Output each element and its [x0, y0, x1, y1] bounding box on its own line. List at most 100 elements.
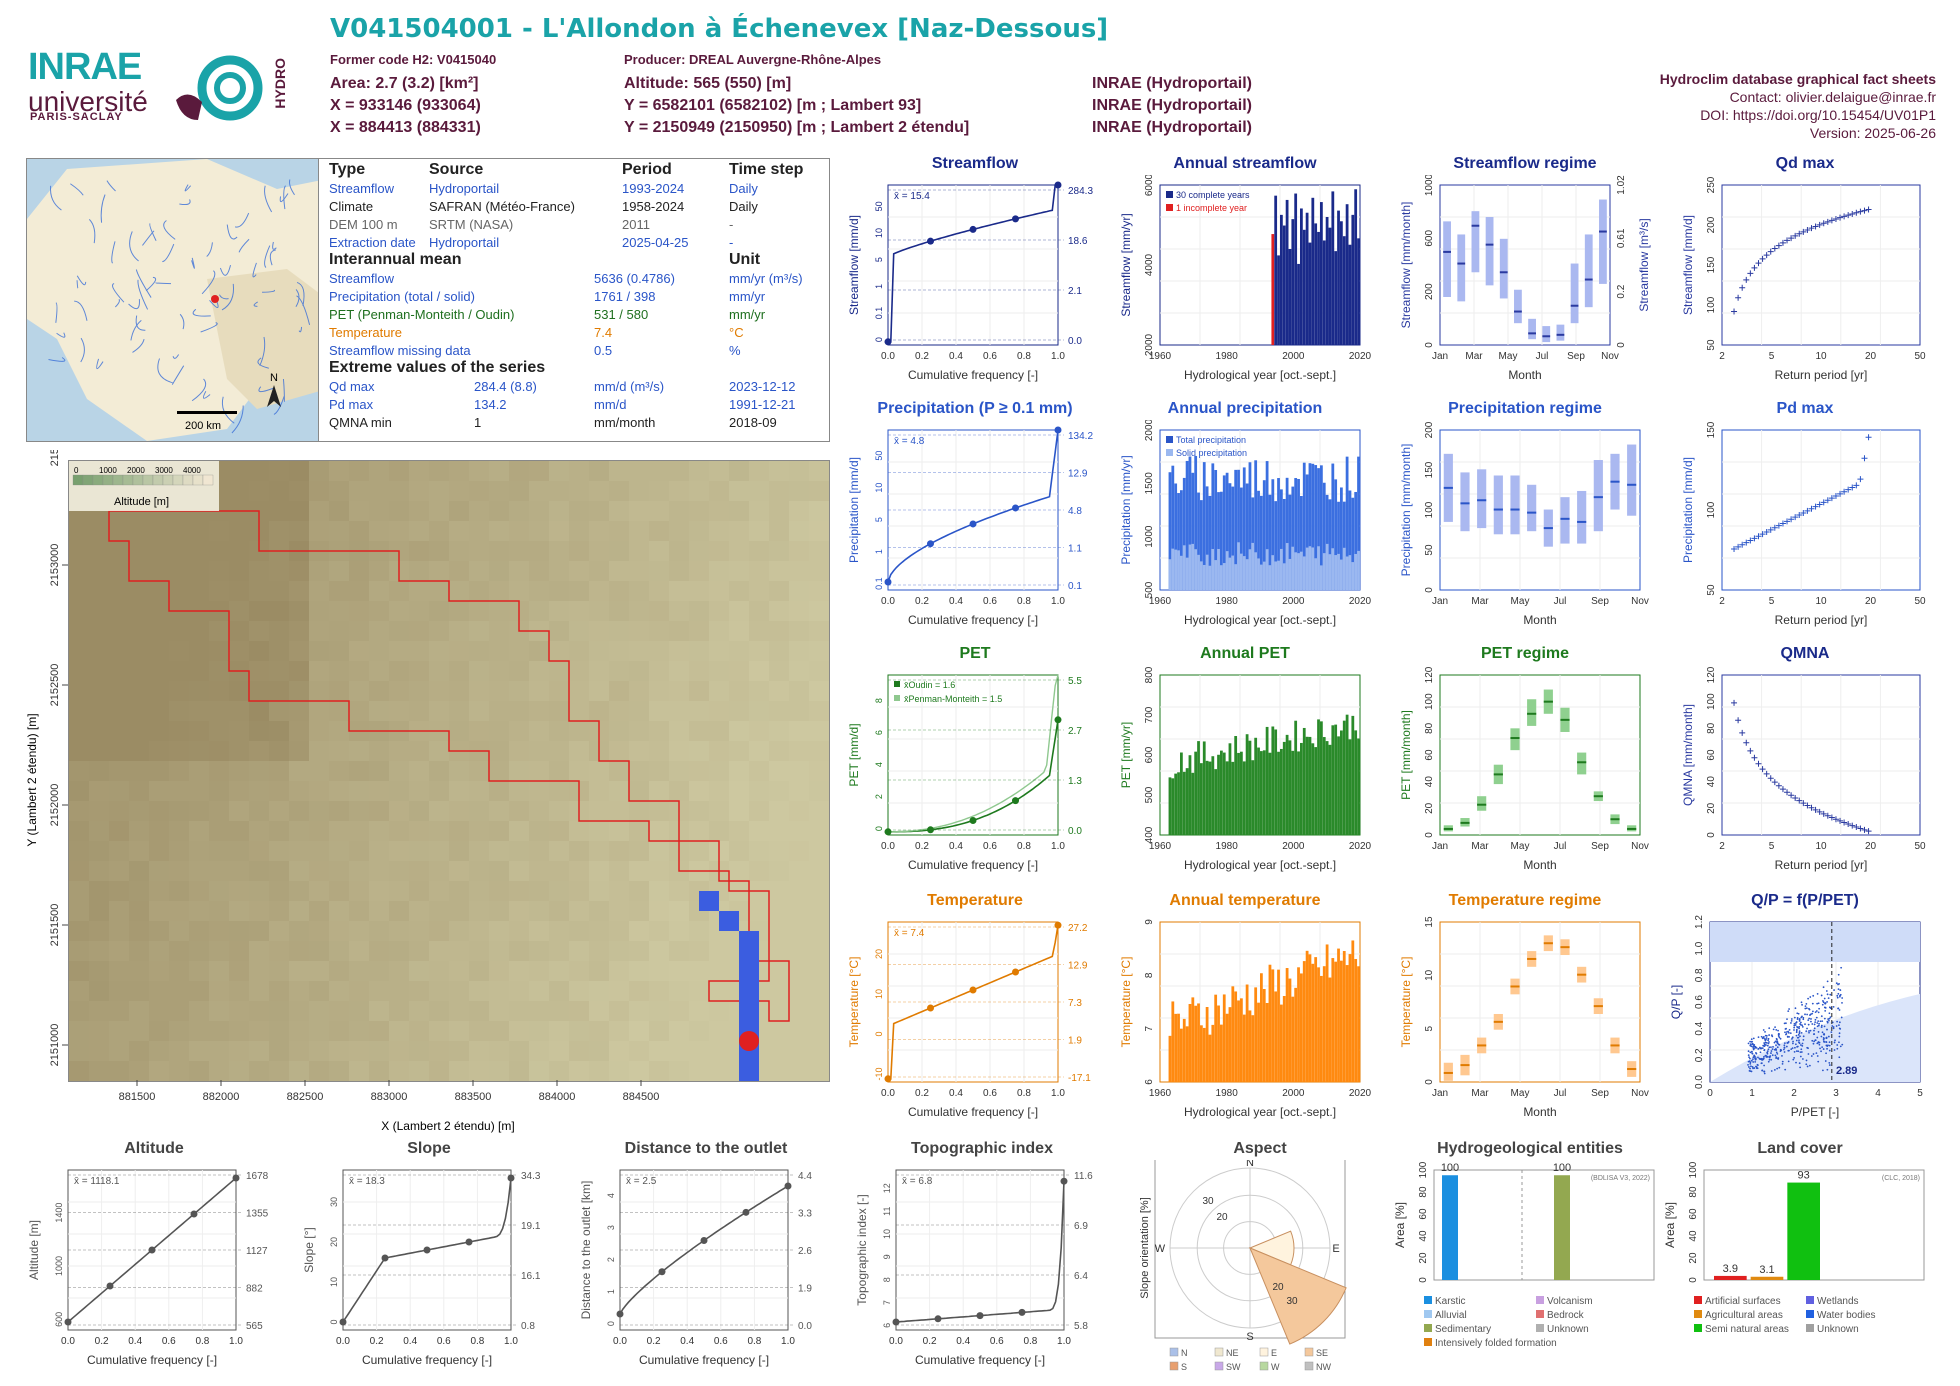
dem-cell [69, 821, 89, 841]
river-line [179, 313, 185, 330]
x-tick-label: 2020 [1349, 351, 1372, 362]
dem-cell [489, 641, 509, 661]
annual-bar [1245, 734, 1249, 835]
dem-cell [209, 1061, 229, 1081]
dem-cell [269, 621, 289, 641]
altitude: Altitude: 565 (550) [m] [624, 75, 792, 92]
river-line [259, 336, 266, 366]
dem-cell [549, 481, 569, 501]
dem-cell [309, 881, 329, 901]
qp-point [1828, 1061, 1831, 1064]
precipitation-regime-panel: Precipitation regime Month Precipitation [… [1390, 400, 1660, 640]
map-xtick: 884000 [539, 1091, 576, 1103]
qp-point [1773, 1048, 1776, 1051]
river-line [129, 231, 139, 262]
dem-cell [269, 521, 289, 541]
dem-cell [189, 701, 209, 721]
dem-cell [649, 741, 669, 761]
annual-bar [1234, 469, 1238, 590]
dem-cell [809, 921, 829, 941]
dem-cell [609, 1061, 629, 1081]
qp-point [1790, 1048, 1793, 1051]
dem-cell [209, 801, 229, 821]
qp-point [1799, 1044, 1802, 1046]
right-quantile-label: 11.6 [1074, 1171, 1093, 1182]
annual-bar [1357, 966, 1360, 1082]
dem-cell [449, 581, 469, 601]
dem-cell [129, 781, 149, 801]
dem-cell [409, 601, 429, 621]
dem-cell [389, 921, 409, 941]
qp-point [1795, 1061, 1797, 1064]
aspect-direction-label: W [1155, 1243, 1166, 1255]
qp-point [1756, 1064, 1759, 1067]
river-line [218, 294, 229, 300]
dem-cell [549, 721, 569, 741]
river-line [282, 378, 285, 402]
annual-bar [1305, 474, 1309, 590]
dem-cell [609, 641, 629, 661]
x-tick-label: 20 [1865, 596, 1877, 607]
dem-cell [589, 521, 609, 541]
annual-bar [1337, 501, 1340, 590]
return-period-point [1779, 239, 1786, 246]
dem-cell [269, 1021, 289, 1041]
annual-bar [1297, 478, 1300, 590]
dem-cell [89, 641, 109, 661]
dem-cell [709, 961, 729, 981]
dem-cell [709, 821, 729, 841]
quantile-point [1060, 1177, 1068, 1185]
dem-cell [529, 561, 549, 581]
qp-point [1838, 1009, 1841, 1011]
annual-bar [1211, 463, 1215, 590]
annual-bar [1331, 191, 1335, 345]
dem-cell [509, 681, 529, 701]
legend-label: Alluvial [1435, 1310, 1467, 1321]
qp-point [1807, 1019, 1810, 1022]
river-line [257, 357, 269, 369]
qp-point [1749, 1067, 1751, 1070]
qp-point [1752, 1047, 1755, 1050]
dem-cell [709, 801, 729, 821]
dem-cell [89, 961, 109, 981]
qp-point [1796, 1016, 1799, 1019]
dem-cell [69, 521, 89, 541]
dem-cell [689, 741, 709, 761]
annual-bar [1288, 740, 1292, 835]
y-tick-label: 0 [1424, 832, 1435, 838]
dem-cell [749, 681, 769, 701]
chart-svg: Return period [yr]QMNA [mm/month]2 5 10 20 5… [1681, 666, 1926, 872]
annual-bar [1337, 736, 1340, 835]
x-tick-label: 3 [1833, 1088, 1839, 1099]
dem-cell [389, 801, 409, 821]
y-tick-label: 10 [874, 989, 884, 999]
dem-cell [169, 521, 189, 541]
annual-bar [1354, 491, 1358, 590]
mean-label: x̄ = 2.5 [626, 1176, 657, 1187]
dem-cell [89, 981, 109, 1001]
dem-cell [629, 761, 649, 781]
y-tick-label: 5 [874, 517, 884, 522]
dem-cell [249, 901, 269, 921]
north-arrow-icon [267, 385, 281, 407]
row-type: Extraction date [329, 235, 416, 250]
dem-cell [809, 841, 829, 861]
qp-point [1822, 1048, 1825, 1050]
river-line [234, 212, 250, 228]
legend-swatch [894, 695, 900, 701]
return-period-point [1731, 545, 1738, 552]
y-tick-label: 4 [874, 762, 884, 767]
return-period-point [1853, 482, 1860, 489]
chart-title: Aspect [1233, 1140, 1287, 1157]
dem-cell [609, 861, 629, 881]
qp-point [1752, 1058, 1754, 1061]
dem-cell [429, 801, 449, 821]
legend-swatch [1536, 1324, 1544, 1332]
dem-cell [529, 1041, 549, 1061]
quantile-point [339, 1318, 347, 1326]
annual-bar [1245, 483, 1249, 590]
dem-cell [589, 561, 609, 581]
y-tick-label: 400 [1144, 826, 1155, 843]
dem-cell [269, 841, 289, 861]
solid-precip-bar [1294, 552, 1298, 590]
